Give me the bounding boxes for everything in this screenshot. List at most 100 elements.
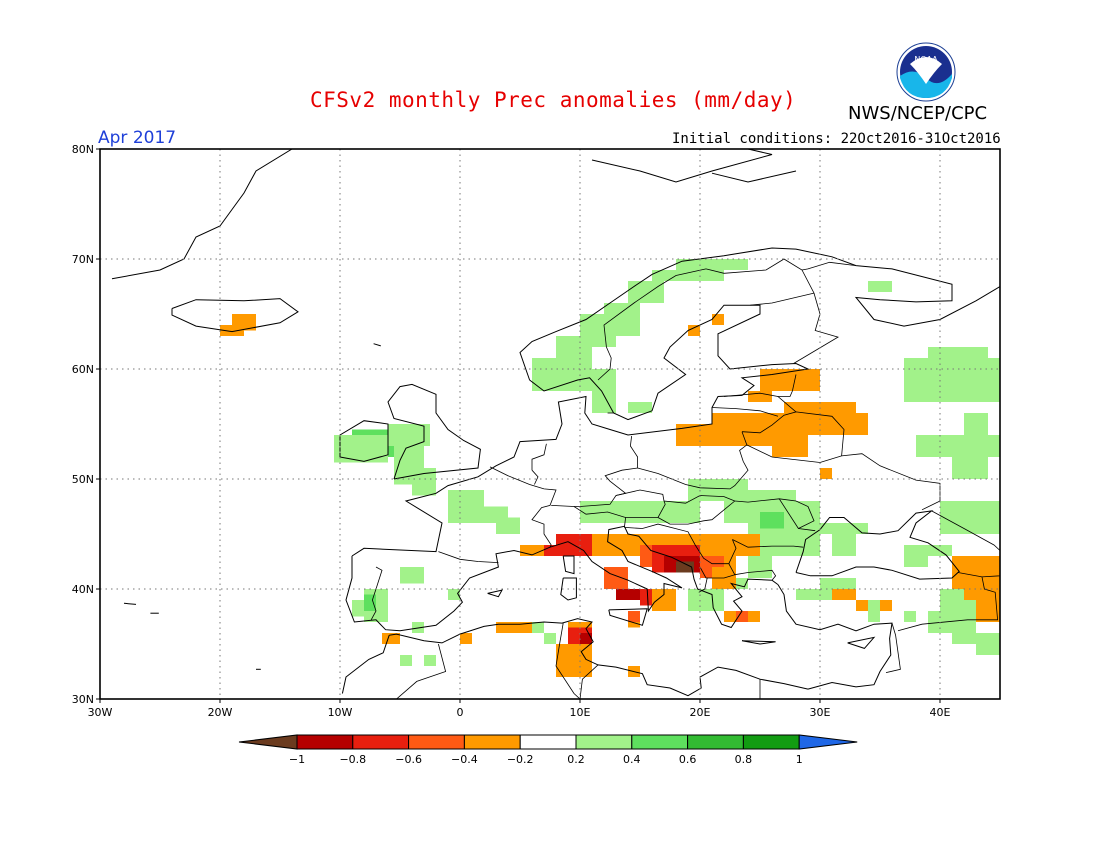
coastline xyxy=(795,510,960,580)
anomaly-cell xyxy=(628,622,640,628)
graticule xyxy=(100,149,1000,699)
colorbar-tick-label: 0.4 xyxy=(623,753,641,766)
coastline xyxy=(373,343,381,347)
country-border xyxy=(624,523,736,579)
colorbar-tick-label: −0.4 xyxy=(451,753,478,766)
country-border xyxy=(779,498,815,529)
coastline xyxy=(387,383,481,480)
colorbar-tick-label: 0.8 xyxy=(735,753,753,766)
coastline xyxy=(591,149,773,183)
anomaly-cell xyxy=(628,611,640,622)
anomaly-cell xyxy=(868,600,880,622)
anomaly-cell xyxy=(496,622,532,633)
anomaly-cell xyxy=(832,523,856,556)
lat-tick-label: 30N xyxy=(72,693,94,706)
colorbar-segment xyxy=(631,734,689,750)
anomaly-cell xyxy=(772,435,808,457)
colorbar-segment xyxy=(296,734,354,750)
lat-tick-label: 60N xyxy=(72,363,94,376)
anomaly-cell xyxy=(760,369,820,391)
lon-tick-label: 30W xyxy=(88,706,113,719)
anomaly-cell xyxy=(700,259,748,270)
anomaly-cell xyxy=(868,281,892,292)
country-border xyxy=(793,292,839,364)
lon-tick-label: 10E xyxy=(570,706,591,719)
anomaly-cell xyxy=(448,589,460,600)
anomaly-cell xyxy=(820,578,856,589)
anomaly-cell xyxy=(532,622,544,633)
anomaly-cell xyxy=(952,457,988,479)
country-border xyxy=(801,261,857,271)
colorbar-right-arrow xyxy=(798,734,858,750)
anomaly-cell xyxy=(556,644,592,677)
coastline xyxy=(777,584,893,690)
country-border xyxy=(897,576,999,632)
anomaly-cell xyxy=(412,468,436,496)
anomaly-cell xyxy=(712,314,724,325)
country-border xyxy=(395,643,447,699)
country-border xyxy=(698,577,708,593)
country-border xyxy=(579,664,599,699)
coastline xyxy=(847,636,876,649)
anomaly-cell xyxy=(460,633,472,644)
coastline xyxy=(487,589,503,598)
anomaly-cell xyxy=(424,655,436,666)
country-border xyxy=(885,622,901,673)
map-frame xyxy=(99,148,1001,700)
colorbar-tick-label: 1 xyxy=(796,753,803,766)
anomaly-cell xyxy=(382,633,400,644)
anomaly-cell xyxy=(220,325,244,336)
noaa-logo-icon: NOAA xyxy=(896,42,956,102)
colorbar-tick-label: 0.6 xyxy=(679,753,697,766)
anomaly-cell xyxy=(652,589,676,611)
coastlines xyxy=(111,149,1000,699)
country-border xyxy=(370,566,383,620)
anomaly-cell xyxy=(544,633,556,644)
anomaly-cell xyxy=(808,413,868,435)
country-border xyxy=(597,268,707,381)
coastline xyxy=(389,618,809,697)
anomaly-cell xyxy=(592,534,640,556)
colorbar-tick-label: −0.8 xyxy=(339,753,366,766)
country-border xyxy=(931,510,1000,551)
chart-title: CFSv2 monthly Prec anomalies (mm/day) xyxy=(310,88,797,112)
anomaly-cell xyxy=(952,633,1000,644)
lon-tick-label: 0 xyxy=(457,706,464,719)
colorbar-tick-label: −0.2 xyxy=(507,753,534,766)
anomaly-cell xyxy=(628,281,664,303)
anomaly-cell xyxy=(412,622,424,633)
anomaly-cell xyxy=(904,545,928,567)
anomaly-cell xyxy=(736,611,748,622)
coastline xyxy=(171,298,299,333)
anomaly-cell xyxy=(388,424,430,446)
colorbar-tick-label: −1 xyxy=(289,753,305,766)
country-border xyxy=(489,466,557,548)
coastline xyxy=(711,170,797,183)
anomaly-cell xyxy=(520,545,544,556)
anomaly-cell xyxy=(496,517,520,534)
anomaly-cell xyxy=(820,468,832,479)
anomaly-cell xyxy=(976,644,1000,655)
anomaly-cell xyxy=(616,589,640,600)
country-border xyxy=(711,407,779,417)
country-border xyxy=(746,444,941,511)
country-border xyxy=(795,411,845,456)
country-border xyxy=(555,623,581,699)
anomaly-cell xyxy=(832,589,856,600)
anomaly-cell xyxy=(364,594,376,611)
coastline xyxy=(123,602,137,605)
anomaly-cell xyxy=(964,413,988,435)
anomaly-cell xyxy=(556,534,616,545)
colorbar-segment xyxy=(408,734,465,750)
anomaly-cell xyxy=(334,435,388,463)
anomaly-cell xyxy=(940,501,1000,534)
lon-tick-label: 20E xyxy=(690,706,711,719)
country-border xyxy=(657,500,736,525)
anomaly-cell xyxy=(676,561,694,573)
coastline xyxy=(999,621,1000,622)
country-border xyxy=(637,431,749,490)
anomaly-cell xyxy=(628,402,652,413)
colorbar-segment xyxy=(463,734,521,750)
anomaly-cell xyxy=(760,512,784,529)
